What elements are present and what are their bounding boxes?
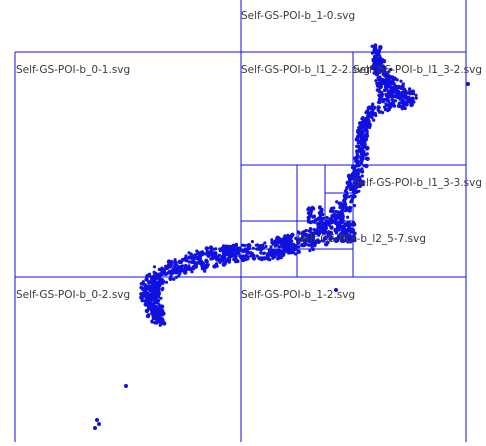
tile-label-1-2: Self-GS-POI-b_1-2.svg	[241, 289, 355, 301]
tile-label-1-0: Self-GS-POI-b_1-0.svg	[241, 10, 355, 22]
tile-label-0-1: Self-GS-POI-b_0-1.svg	[16, 64, 130, 76]
tile-label-l2-5-7: Self-GS-POI-b_l2_5-7.svg	[297, 233, 426, 245]
tile-label-l1-3-3: Self-GS-POI-b_l1_3-3.svg	[353, 177, 482, 189]
tile-label-l1-3-2: Self-GS-POI-b_l1_3-2.svg	[353, 64, 482, 76]
tile-label-0-2: Self-GS-POI-b_0-2.svg	[16, 289, 130, 301]
tile-label-l1-2-2: Self-GS-POI-b_l1_2-2.svg	[241, 64, 370, 76]
